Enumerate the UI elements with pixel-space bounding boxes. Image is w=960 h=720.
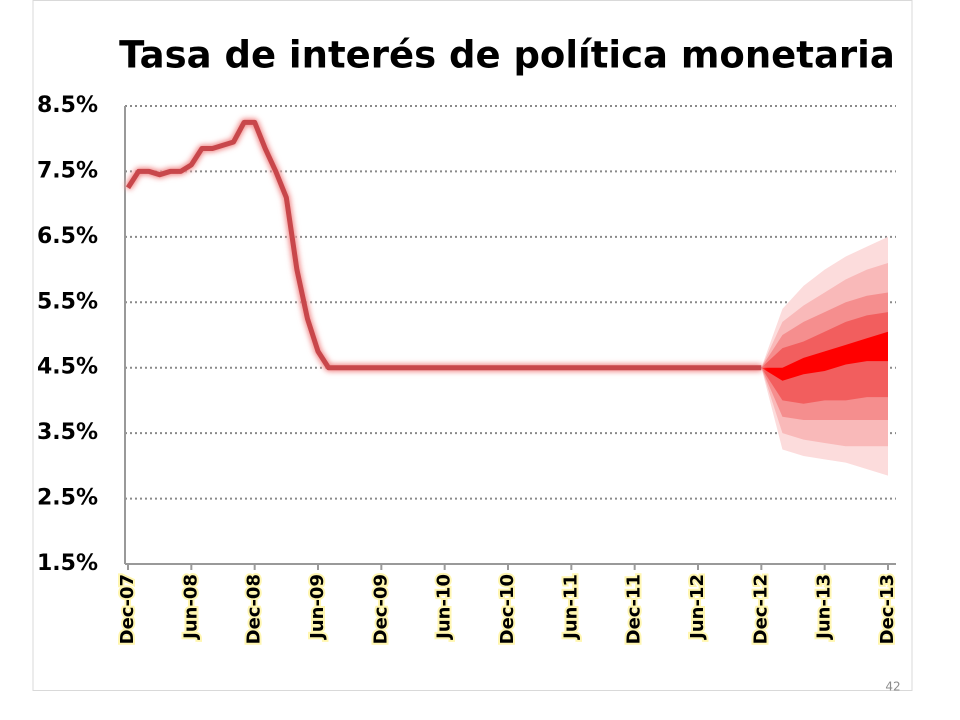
x-tick-label: Jun-11: [560, 574, 581, 641]
x-tick-label: Jun-12: [687, 574, 708, 641]
chart-title: Tasa de interés de política monetaria: [119, 34, 895, 77]
y-tick-label: 1.5%: [37, 551, 98, 576]
frame: [32, 0, 913, 691]
x-tick-label: Dec-12: [750, 574, 771, 644]
line: [125, 119, 762, 371]
x-tick-label: Dec-09: [370, 574, 391, 644]
x-tick-label: Dec-08: [244, 574, 265, 644]
x-tick-label: Jun-13: [814, 574, 835, 641]
y-tick-label: 2.5%: [37, 486, 98, 511]
page-number: 42: [885, 680, 900, 694]
y-tick-label: 3.5%: [37, 420, 98, 445]
y-tick-label: 7.5%: [37, 158, 98, 183]
x-tick-label: Jun-10: [434, 574, 455, 641]
fan-band: [761, 331, 888, 381]
y-tick-label: 5.5%: [37, 289, 98, 314]
y-tick-label: 8.5%: [37, 93, 98, 118]
x-tick-label: Dec-07: [117, 574, 138, 644]
x-tick-label: Dec-13: [877, 574, 898, 644]
x-tick-label: Dec-11: [624, 574, 645, 644]
y-tick-label: 6.5%: [37, 224, 98, 249]
y-tick-label: 4.5%: [37, 355, 98, 380]
x-tick-label: Jun-08: [180, 574, 201, 641]
x-tick-label: Jun-09: [307, 574, 328, 641]
x-tick-label: Dec-10: [497, 574, 518, 644]
